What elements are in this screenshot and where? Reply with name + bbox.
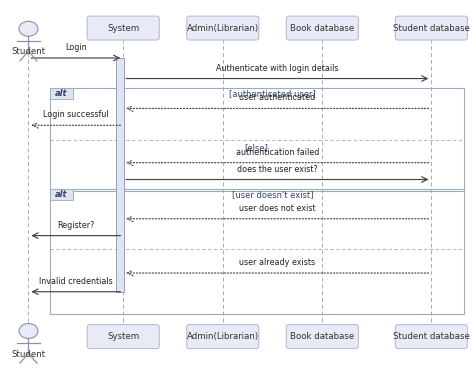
Text: alt: alt: [55, 190, 67, 199]
Text: Student: Student: [11, 47, 46, 56]
Text: System: System: [107, 24, 139, 33]
Text: Invalid credentials: Invalid credentials: [39, 277, 113, 286]
FancyBboxPatch shape: [87, 16, 159, 40]
Text: user does not exist: user does not exist: [239, 204, 316, 213]
Text: System: System: [107, 332, 139, 341]
Circle shape: [19, 21, 38, 36]
FancyBboxPatch shape: [187, 325, 259, 349]
Text: [else]: [else]: [245, 143, 269, 152]
Text: Admin(Librarian): Admin(Librarian): [187, 332, 259, 341]
FancyBboxPatch shape: [87, 325, 159, 349]
FancyBboxPatch shape: [286, 325, 358, 349]
Text: user authenticated: user authenticated: [239, 94, 315, 102]
FancyBboxPatch shape: [395, 16, 467, 40]
Text: Book database: Book database: [290, 332, 355, 341]
FancyBboxPatch shape: [395, 325, 467, 349]
Text: Admin(Librarian): Admin(Librarian): [187, 24, 259, 33]
Text: Student: Student: [11, 350, 46, 359]
Text: Student database: Student database: [393, 24, 470, 33]
Bar: [50, 88, 73, 99]
FancyBboxPatch shape: [187, 16, 259, 40]
Text: Login: Login: [65, 43, 87, 52]
FancyBboxPatch shape: [286, 16, 358, 40]
Text: [authenticated user]: [authenticated user]: [229, 89, 316, 98]
Text: Register?: Register?: [57, 221, 94, 230]
Bar: [50, 189, 464, 314]
Circle shape: [19, 324, 38, 338]
Text: Authenticate with login details: Authenticate with login details: [216, 64, 338, 73]
Bar: [116, 58, 124, 292]
Bar: [50, 189, 73, 200]
Text: alt: alt: [55, 89, 67, 98]
Text: Student database: Student database: [393, 332, 470, 341]
Bar: [50, 88, 464, 191]
Text: authentication failed: authentication failed: [236, 148, 319, 157]
Text: user already exists: user already exists: [239, 258, 315, 267]
Text: Book database: Book database: [290, 24, 355, 33]
Text: Login successful: Login successful: [43, 110, 109, 119]
Text: [user doesn't exist]: [user doesn't exist]: [232, 190, 313, 199]
Text: does the user exist?: does the user exist?: [237, 165, 318, 174]
